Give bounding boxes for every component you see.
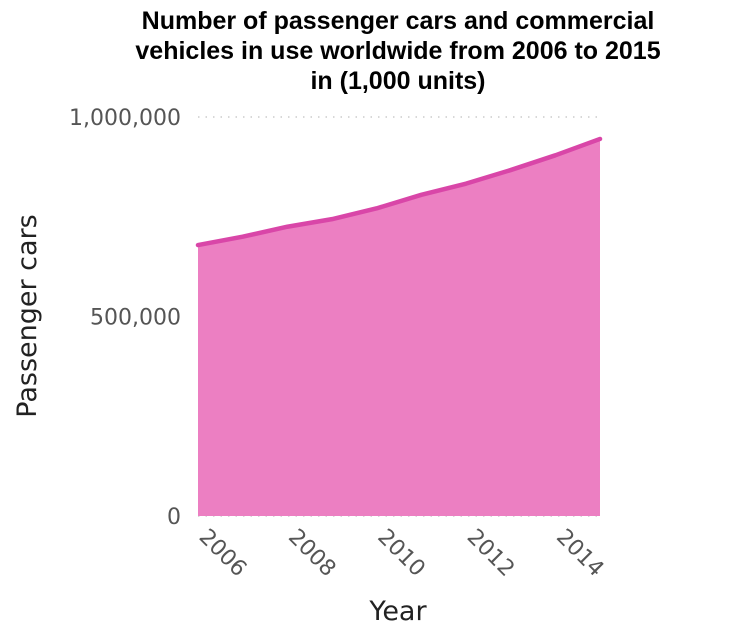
y-axis-ticks: 0 500,000 1,000,000: [69, 106, 181, 530]
y-tick-label-500000: 500,000: [90, 306, 181, 331]
y-tick-label-0: 0: [167, 505, 181, 530]
chart-title-line-2: vehicles in use worldwide from 2006 to 2…: [135, 37, 660, 65]
chart-title-line-1: Number of passenger cars and commercial: [142, 7, 655, 35]
plot-area: [195, 136, 603, 516]
x-axis-ticks: 2006 2008 2010 2012 2014: [194, 525, 609, 582]
x-axis-label: Year: [368, 596, 427, 627]
x-tick-label-2008: 2008: [283, 525, 340, 582]
x-tick-label-2014: 2014: [551, 525, 608, 582]
x-tick-label-2006: 2006: [194, 525, 251, 582]
y-axis-label: Passenger cars: [12, 214, 43, 417]
chart-title-line-3: in (1,000 units): [310, 67, 485, 95]
area-fill: [198, 138, 600, 516]
y-tick-label-1000000: 1,000,000: [69, 106, 181, 131]
series-line: [195, 136, 603, 248]
x-tick-label-2012: 2012: [462, 525, 519, 582]
x-tick-label-2010: 2010: [372, 525, 429, 582]
